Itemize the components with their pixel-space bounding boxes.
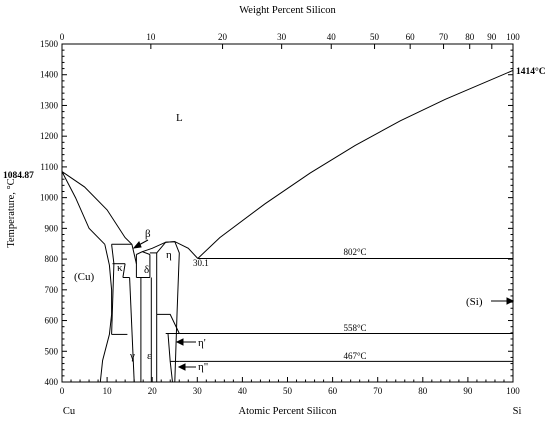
phase-boundaries — [61, 69, 514, 362]
y-tick-label: 1500 — [40, 39, 59, 49]
curve-solidus-cu-side — [61, 171, 106, 245]
delta-top — [136, 251, 151, 255]
x-tick-label: 60 — [328, 386, 338, 396]
x-tick-label: 50 — [283, 386, 293, 396]
phase-label-eta-double-prime: η" — [198, 361, 208, 373]
gamma-right — [129, 277, 135, 383]
phase-label-beta: β — [145, 228, 151, 240]
phase-label-liquid: L — [176, 112, 183, 124]
kappa-left — [111, 263, 115, 335]
y-tick-label: 900 — [45, 223, 59, 233]
y-tick-label: 400 — [45, 377, 59, 387]
right-element-label: Si — [513, 406, 522, 417]
y-tick-label: 500 — [45, 346, 59, 356]
intermediate-phase-structure — [99, 241, 180, 383]
y-tick-label: 1100 — [40, 162, 58, 172]
phase-label-eta: η — [166, 249, 172, 261]
top-tick-label: 80 — [465, 32, 475, 42]
y-tick-label: 1000 — [40, 193, 59, 203]
x-tick-label: 0 — [60, 386, 65, 396]
eta-prime-top — [156, 313, 180, 334]
x-tick-label: 40 — [238, 386, 248, 396]
phase-label-si: (Si) — [466, 296, 483, 308]
y-tick-label: 1400 — [40, 70, 59, 80]
x-tick-label: 20 — [148, 386, 158, 396]
cu-melting-point-label: 1084.87 — [3, 171, 34, 181]
top-tick-label: 60 — [406, 32, 416, 42]
top-tick-label: 40 — [327, 32, 337, 42]
top-tick-label: 30 — [277, 32, 287, 42]
top-axis-title: Weight Percent Silicon — [239, 5, 336, 16]
annotation-arrows — [132, 239, 515, 371]
top-tick-label: 90 — [487, 32, 497, 42]
isotherm-467-label: 467°C — [343, 351, 366, 361]
phase-label-cu: (Cu) — [74, 271, 95, 283]
beta-right — [131, 244, 137, 264]
y-tick-label: 800 — [45, 254, 59, 264]
x-axis-title: Atomic Percent Silicon — [239, 406, 338, 417]
cu-solvus — [99, 244, 113, 383]
y-tick-label: 1300 — [40, 100, 59, 110]
top-tick-label: 0 — [60, 32, 65, 42]
isotherm-558-label: 558°C — [343, 323, 366, 333]
si-melting-point-label: 1414°C — [516, 66, 546, 77]
top-tick-label: 10 — [146, 32, 156, 42]
curve-liquidus-cu-side — [61, 171, 133, 245]
y-tick-label: 600 — [45, 316, 59, 326]
top-tick-label: 20 — [218, 32, 228, 42]
eutectic-composition-label: 30.1 — [193, 258, 209, 268]
left-element-label: Cu — [63, 406, 76, 417]
bottom-axis-ticks: 0 10 20 30 40 50 60 70 80 90 100 — [60, 377, 520, 396]
phase-label-kappa: κ — [117, 262, 123, 274]
top-axis-ticks: 0 10 20 30 40 50 60 70 80 90 100 — [60, 32, 520, 49]
y-tick-label: 1200 — [40, 131, 59, 141]
y-axis-title: Temperature, °C — [6, 178, 17, 247]
phase-label-delta: δ — [144, 264, 149, 276]
beta-left — [111, 244, 115, 264]
phase-label-eta-prime: η' — [198, 337, 206, 349]
phase-label-epsilon: ε — [147, 350, 152, 362]
phase-label-gamma: γ — [129, 350, 135, 362]
x-tick-label: 90 — [463, 386, 473, 396]
plot-frame — [61, 43, 514, 383]
top-tick-label: 50 — [370, 32, 380, 42]
x-tick-label: 30 — [193, 386, 203, 396]
left-axis-ticks: 400 500 600 700 800 900 1000 1100 1200 1300 1400 15… — [40, 39, 67, 387]
y-tick-label: 700 — [45, 285, 59, 295]
x-tick-label: 70 — [373, 386, 383, 396]
right-axis-ticks — [508, 43, 513, 383]
eta-double-prime-left — [167, 333, 173, 383]
top-tick-label: 100 — [506, 32, 520, 42]
curve-liquidus-si-side — [197, 69, 514, 259]
x-tick-label: 10 — [103, 386, 113, 396]
eta-envelope — [156, 241, 180, 383]
top-tick-label: 70 — [439, 32, 449, 42]
kappa-right — [122, 263, 126, 278]
x-tick-label: 80 — [418, 386, 428, 396]
isotherm-802-label: 802°C — [343, 247, 366, 257]
x-tick-label: 100 — [506, 386, 520, 396]
